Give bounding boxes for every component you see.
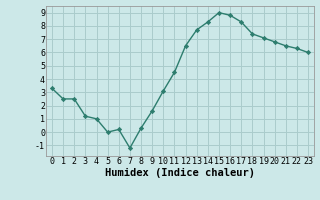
X-axis label: Humidex (Indice chaleur): Humidex (Indice chaleur) bbox=[105, 168, 255, 178]
